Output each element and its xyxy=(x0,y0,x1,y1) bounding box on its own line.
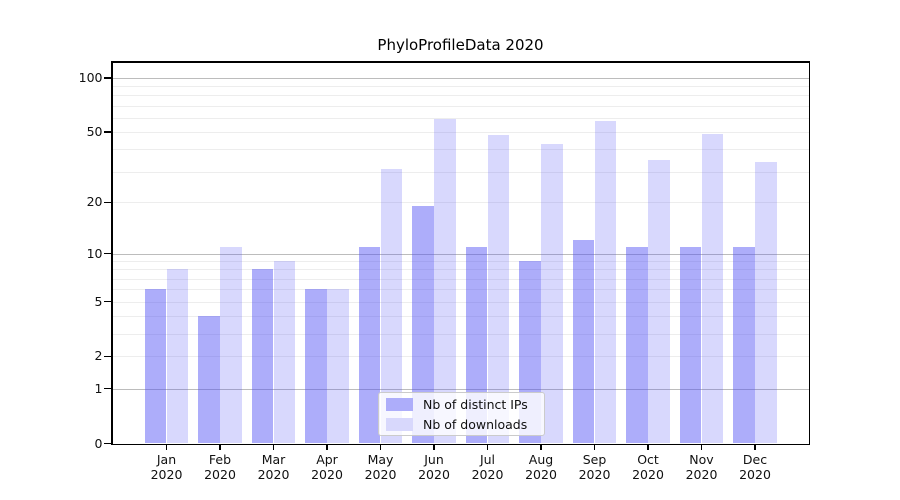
bar-downloads-dec xyxy=(755,161,777,444)
y-tick-mark-5 xyxy=(104,300,111,303)
y-tick-mark-0 xyxy=(104,442,111,445)
chart-title: PhyloProfileData 2020 xyxy=(377,36,544,54)
bar-distinct-ips-jan xyxy=(144,289,167,444)
gridline-minor-30 xyxy=(112,171,809,173)
gridline-minor-9 xyxy=(112,261,809,263)
legend-swatch-downloads-icon xyxy=(386,417,413,431)
y-tick-mark-50 xyxy=(104,131,111,133)
x-tick-label-jul: Jul 2020 xyxy=(471,451,504,483)
x-tick-mark-jun xyxy=(433,445,435,450)
bar-downloads-jun xyxy=(434,119,456,444)
x-tick-mark-oct xyxy=(647,445,649,450)
x-tick-label-feb: Feb 2020 xyxy=(204,451,236,483)
x-tick-label-mar: Mar 2020 xyxy=(257,451,290,483)
x-tick-mark-jul xyxy=(486,445,489,450)
bar-distinct-ips-jun xyxy=(412,206,434,444)
x-tick-label-apr: Apr 2020 xyxy=(311,451,343,483)
bar-distinct-ips-oct xyxy=(626,246,648,444)
gridline-minor-50 xyxy=(112,132,809,134)
gridline-minor-60 xyxy=(112,117,809,119)
x-tick-label-jun: Jun 2020 xyxy=(418,451,450,483)
legend-item-downloads: Nb of downloads xyxy=(386,417,536,432)
axis-spine-left xyxy=(111,61,113,445)
y-tick-label-0: 0 xyxy=(94,435,103,451)
gridline-minor-40 xyxy=(112,149,809,151)
bar-downloads-jan xyxy=(166,269,189,444)
y-tick-mark-10 xyxy=(104,252,111,255)
gridline-minor-80 xyxy=(112,95,809,97)
axis-spine-bottom xyxy=(111,443,810,445)
y-tick-label-10: 10 xyxy=(86,245,103,261)
bar-distinct-ips-dec xyxy=(733,246,755,444)
x-tick-mark-may xyxy=(379,445,382,450)
bar-downloads-sep xyxy=(594,120,617,444)
x-tick-mark-mar xyxy=(272,445,275,450)
y-tick-label-100: 100 xyxy=(78,69,103,85)
x-tick-label-dec: Dec 2020 xyxy=(739,451,771,483)
gridline-major-1 xyxy=(112,388,809,390)
x-tick-mark-jan xyxy=(165,445,168,450)
x-tick-mark-aug xyxy=(540,445,542,450)
legend: Nb of distinct IPs Nb of downloads xyxy=(378,392,545,436)
legend-swatch-distinct-ips-icon xyxy=(386,397,413,411)
bar-distinct-ips-apr xyxy=(305,289,327,444)
bar-downloads-oct xyxy=(648,159,670,444)
x-tick-mark-apr xyxy=(326,445,328,450)
bar-downloads-apr xyxy=(327,289,349,444)
gridline-major-100 xyxy=(112,77,809,79)
bar-distinct-ips-feb xyxy=(198,316,220,444)
gridline-major-10 xyxy=(112,253,809,255)
x-tick-mark-nov xyxy=(700,445,703,450)
legend-label-distinct-ips: Nb of distinct IPs xyxy=(423,396,528,412)
y-tick-label-2: 2 xyxy=(94,348,103,364)
y-tick-label-20: 20 xyxy=(86,194,103,210)
bar-downloads-jul xyxy=(487,135,510,444)
gridline-minor-3 xyxy=(112,333,809,335)
axis-spine-right xyxy=(808,61,810,445)
gridline-minor-8 xyxy=(112,269,809,271)
bar-downloads-aug xyxy=(541,143,563,444)
gridline-minor-90 xyxy=(112,86,809,88)
x-tick-label-oct: Oct 2020 xyxy=(632,451,664,483)
x-tick-label-sep: Sep 2020 xyxy=(578,451,611,483)
gridline-minor-70 xyxy=(112,105,809,107)
gridline-minor-20 xyxy=(112,202,809,204)
bar-downloads-feb xyxy=(220,246,242,444)
y-tick-label-5: 5 xyxy=(94,293,103,309)
y-tick-mark-1 xyxy=(104,387,111,390)
x-tick-label-nov: Nov 2020 xyxy=(685,451,718,483)
bar-downloads-may xyxy=(380,169,403,444)
y-tick-label-50: 50 xyxy=(86,124,103,140)
gridline-minor-5 xyxy=(112,301,809,303)
x-tick-mark-sep xyxy=(593,445,596,450)
gridline-minor-6 xyxy=(112,289,809,291)
gridline-minor-7 xyxy=(112,278,809,280)
x-tick-label-may: May 2020 xyxy=(364,451,397,483)
y-tick-label-1: 1 xyxy=(94,380,103,396)
gridline-minor-2 xyxy=(112,356,809,358)
gridline-minor-4 xyxy=(112,316,809,318)
bar-downloads-nov xyxy=(701,133,724,444)
bar-distinct-ips-may xyxy=(358,246,381,444)
x-tick-mark-feb xyxy=(219,445,221,450)
bar-downloads-mar xyxy=(273,261,296,444)
axis-spine-top xyxy=(111,61,810,63)
x-tick-label-jan: Jan 2020 xyxy=(150,451,183,483)
legend-label-downloads: Nb of downloads xyxy=(423,416,528,432)
x-tick-label-aug: Aug 2020 xyxy=(525,451,557,483)
y-tick-mark-100 xyxy=(104,77,111,79)
y-tick-mark-20 xyxy=(104,201,111,204)
bar-distinct-ips-mar xyxy=(251,269,274,444)
legend-item-distinct-ips: Nb of distinct IPs xyxy=(386,397,536,412)
bar-distinct-ips-nov xyxy=(679,246,702,444)
x-tick-mark-dec xyxy=(754,445,756,450)
y-tick-mark-2 xyxy=(104,355,111,358)
bar-distinct-ips-sep xyxy=(572,240,595,444)
